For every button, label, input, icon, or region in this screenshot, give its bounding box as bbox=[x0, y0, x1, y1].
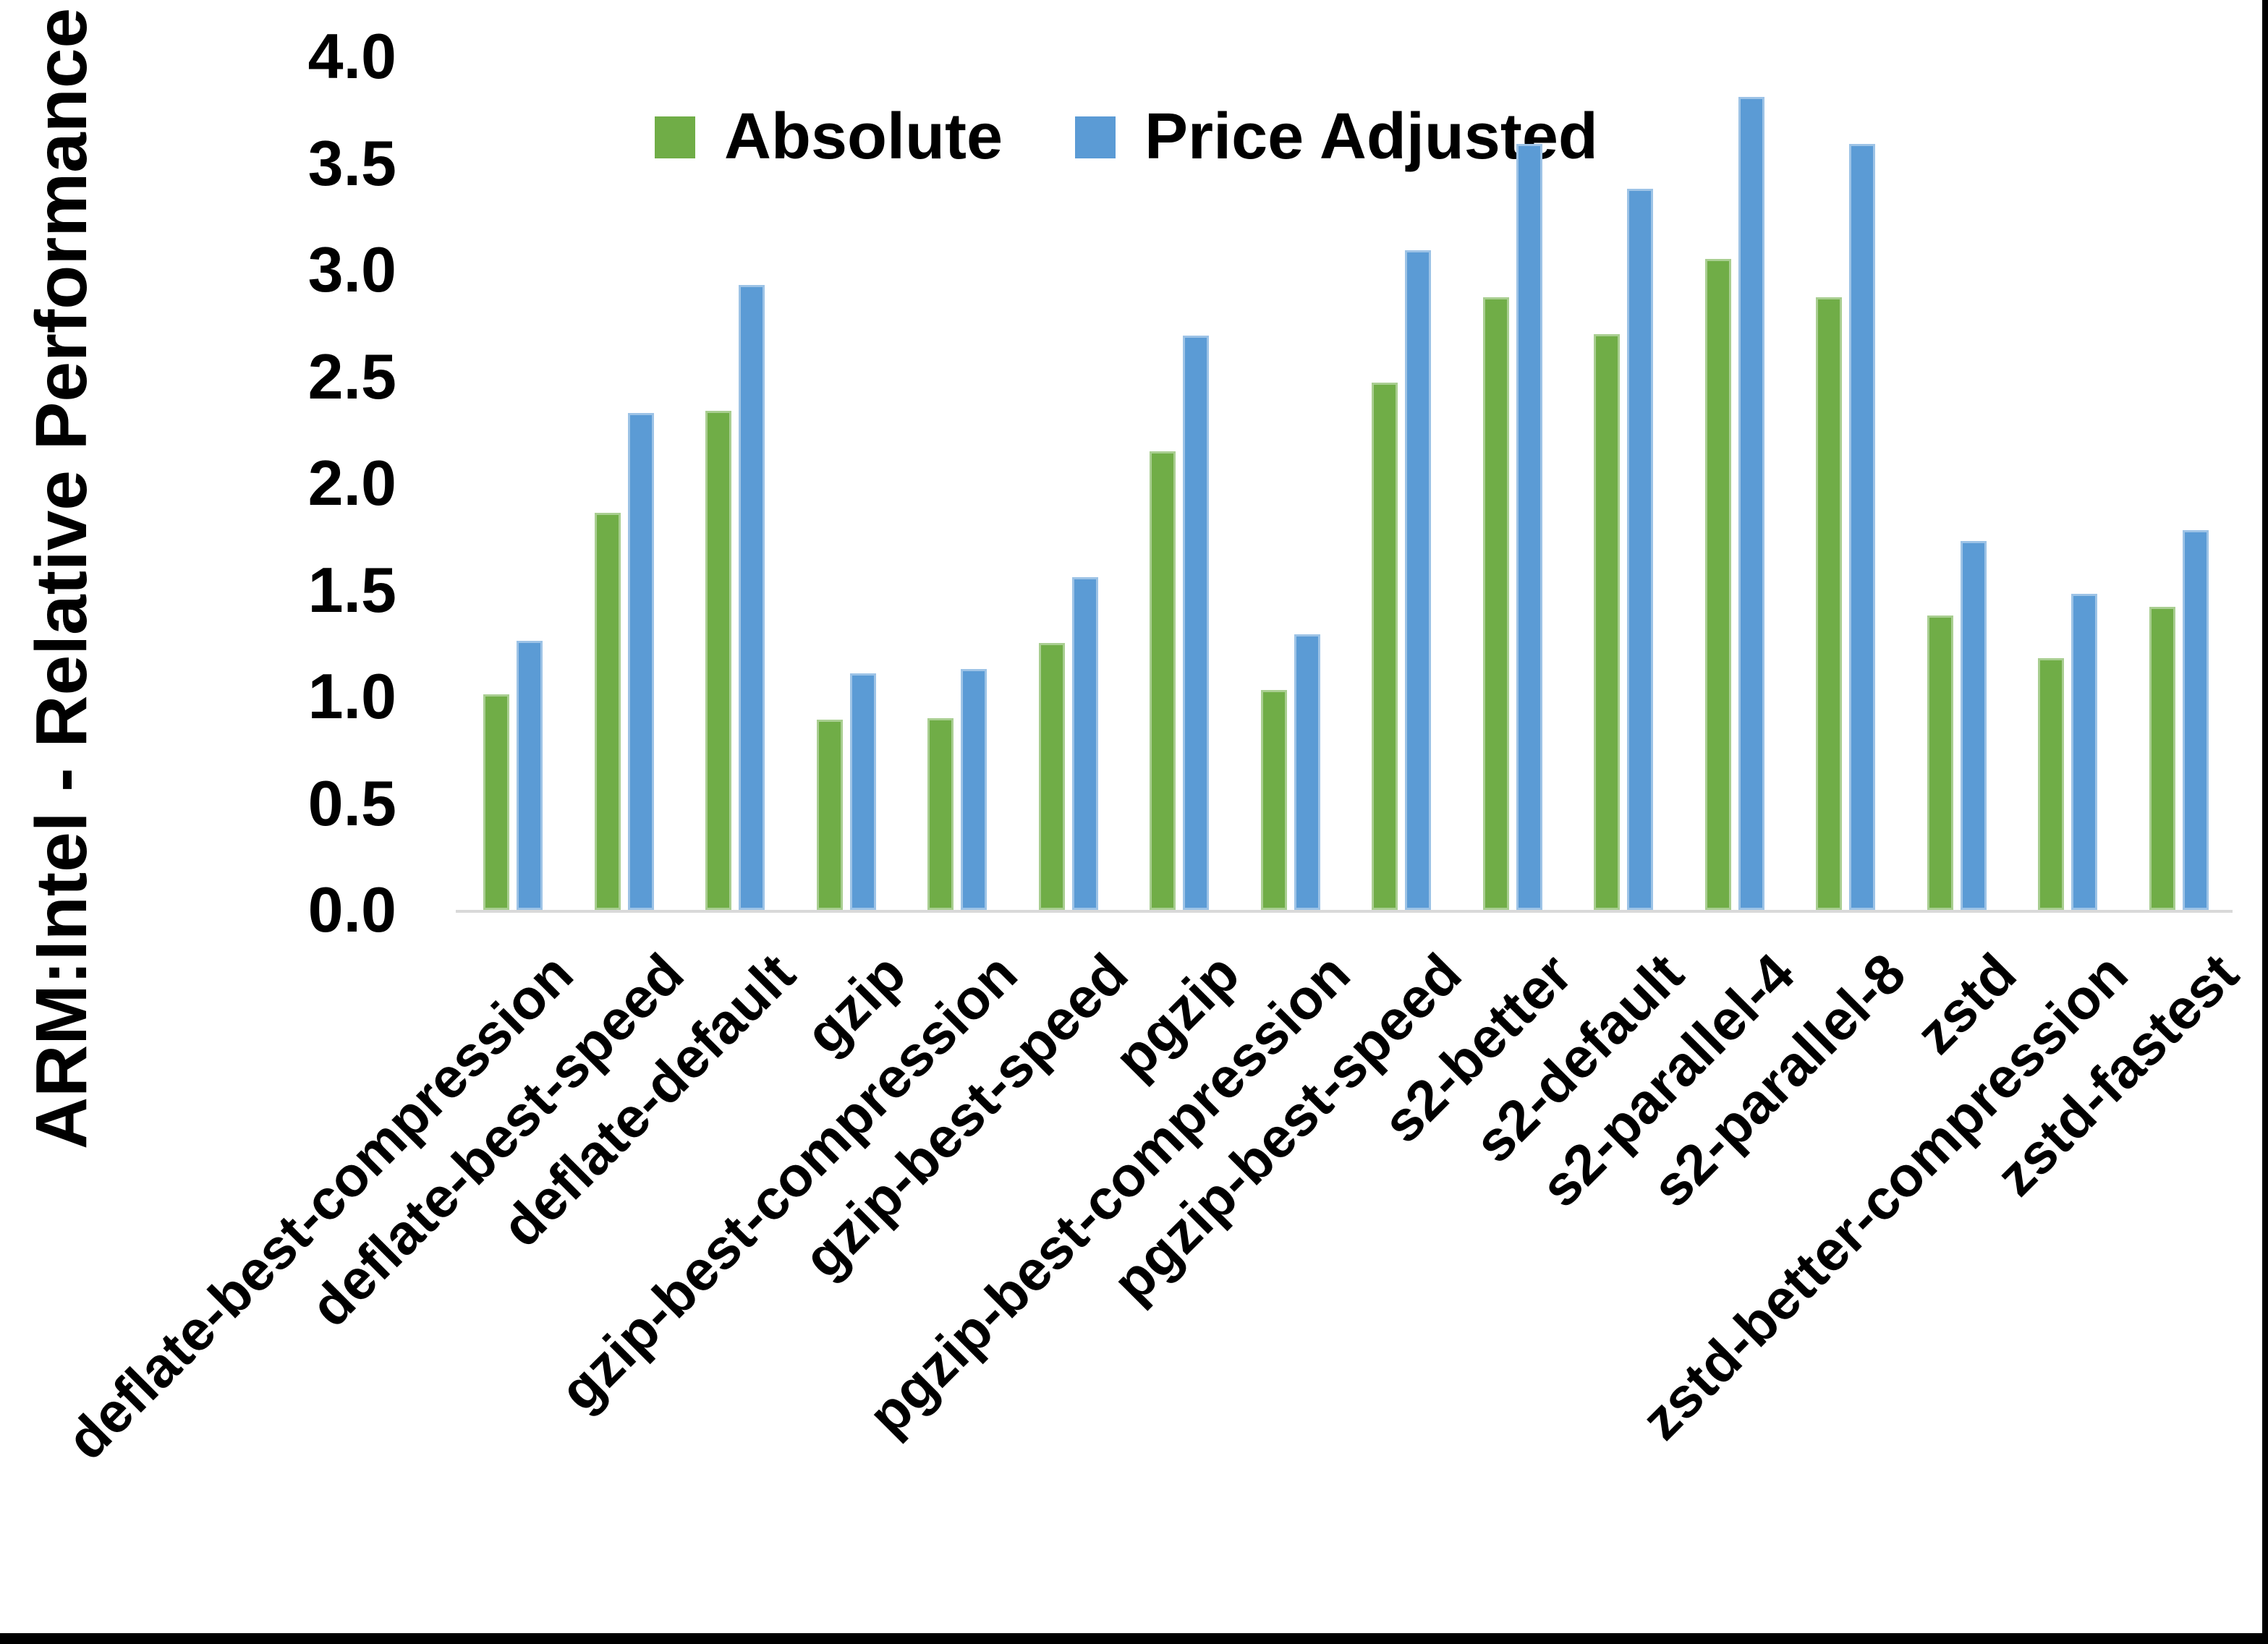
bar-price-adjusted-pgzip-best-compression bbox=[1294, 634, 1320, 910]
bar-group-gzip-best-compression bbox=[900, 56, 1011, 910]
plot-area bbox=[456, 56, 2233, 913]
bar-price-adjusted-gzip-best-compression bbox=[961, 668, 988, 910]
y-tick-label-1.0: 1.0 bbox=[307, 660, 396, 732]
bar-absolute-zstd bbox=[1927, 615, 1953, 910]
bar-group-deflate-default bbox=[678, 56, 789, 910]
bar-price-adjusted-zstd bbox=[1960, 540, 1987, 910]
bar-price-adjusted-deflate-default bbox=[739, 284, 765, 910]
bar-absolute-gzip bbox=[816, 720, 843, 910]
bar-absolute-pgzip-best-speed bbox=[1372, 383, 1398, 910]
y-axis-tick-labels: 0.0 0.5 1.0 1.5 2.0 2.5 3.0 3.5 4.0 bbox=[0, 0, 405, 1644]
bar-price-adjusted-s2-parallel-4 bbox=[1738, 97, 1764, 910]
x-axis-line bbox=[456, 910, 2233, 913]
bar-group-deflate-best-speed bbox=[567, 56, 679, 910]
bar-absolute-s2-better bbox=[1482, 297, 1509, 910]
legend-swatch-price-adjusted-icon bbox=[1075, 116, 1116, 158]
bar-group-s2-parallel-4 bbox=[1678, 56, 1789, 910]
bar-absolute-pgzip-best-compression bbox=[1260, 690, 1287, 910]
y-tick-label-3.5: 3.5 bbox=[307, 127, 396, 199]
bar-group-gzip-best-speed bbox=[1011, 56, 1123, 910]
bar-group-deflate-best-compression bbox=[456, 56, 567, 910]
bar-absolute-deflate-best-speed bbox=[594, 513, 621, 910]
bar-absolute-s2-parallel-4 bbox=[1704, 259, 1731, 910]
bar-price-adjusted-pgzip-best-speed bbox=[1405, 250, 1432, 910]
bar-group-zstd-better-compression bbox=[2010, 56, 2122, 910]
bar-group-gzip bbox=[789, 56, 901, 910]
y-tick-label-1.5: 1.5 bbox=[307, 553, 396, 626]
bar-price-adjusted-pgzip bbox=[1183, 336, 1210, 910]
bar-absolute-deflate-default bbox=[705, 410, 732, 910]
y-tick-label-0.0: 0.0 bbox=[307, 874, 396, 945]
bar-group-pgzip-best-speed bbox=[1344, 56, 1456, 910]
screen-bottom-border bbox=[0, 1633, 2268, 1644]
bar-absolute-zstd-fastest bbox=[2149, 607, 2175, 910]
legend-item-absolute: Absolute bbox=[655, 100, 1003, 174]
bar-group-s2-parallel-8 bbox=[1788, 56, 1900, 910]
bar-group-zstd-fastest bbox=[2122, 56, 2233, 910]
bar-absolute-pgzip bbox=[1150, 451, 1176, 910]
bar-absolute-deflate-best-compression bbox=[483, 694, 510, 910]
y-tick-label-0.5: 0.5 bbox=[307, 767, 396, 839]
legend-swatch-absolute-icon bbox=[655, 116, 695, 158]
bar-price-adjusted-deflate-best-speed bbox=[627, 412, 654, 910]
bar-price-adjusted-s2-default bbox=[1627, 188, 1654, 910]
bar-price-adjusted-zstd-fastest bbox=[2182, 529, 2209, 910]
y-tick-label-3.0: 3.0 bbox=[307, 234, 396, 305]
bar-price-adjusted-zstd-better-compression bbox=[2071, 594, 2098, 910]
y-tick-label-2.0: 2.0 bbox=[307, 447, 396, 519]
bar-price-adjusted-s2-better bbox=[1516, 143, 1542, 910]
legend-label-absolute: Absolute bbox=[724, 101, 1003, 173]
bar-absolute-gzip-best-speed bbox=[1038, 643, 1065, 910]
bar-price-adjusted-s2-parallel-8 bbox=[1849, 143, 1876, 910]
bar-group-pgzip-best-compression bbox=[1233, 56, 1345, 910]
bar-group-s2-default bbox=[1566, 56, 1678, 910]
bar-price-adjusted-gzip-best-speed bbox=[1071, 576, 1098, 910]
y-tick-label-2.5: 2.5 bbox=[307, 340, 396, 412]
bar-absolute-zstd-better-compression bbox=[2038, 657, 2065, 910]
bar-absolute-s2-default bbox=[1594, 333, 1621, 910]
bar-group-s2-better bbox=[1456, 56, 1567, 910]
bar-absolute-s2-parallel-8 bbox=[1816, 297, 1843, 910]
bar-absolute-gzip-best-compression bbox=[927, 717, 954, 910]
y-tick-label-4.0: 4.0 bbox=[307, 20, 396, 92]
screen-right-border bbox=[2262, 0, 2268, 1644]
bar-price-adjusted-gzip bbox=[849, 673, 876, 910]
bar-price-adjusted-deflate-best-compression bbox=[517, 641, 543, 910]
bar-group-pgzip bbox=[1122, 56, 1233, 910]
bar-group-zstd bbox=[1900, 56, 2011, 910]
